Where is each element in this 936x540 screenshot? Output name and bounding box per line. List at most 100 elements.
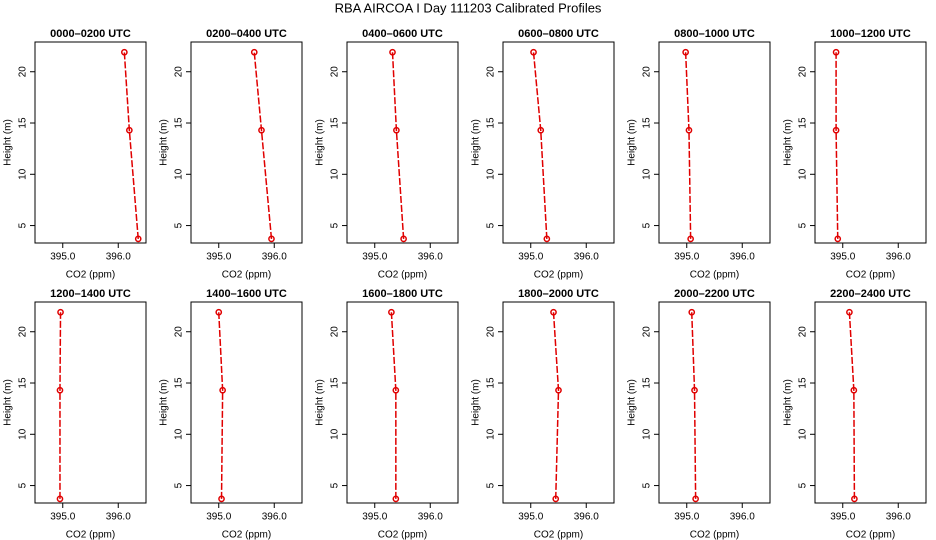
profile-line [835,52,839,239]
panel-title: 1000–1200 UTC [830,28,911,40]
point [126,126,133,134]
x-tick-label: 396.0 [886,512,911,523]
y-tick-label: 10 [642,428,653,440]
x-tick-label: 396.0 [886,252,911,263]
y-tick-label: 5 [642,482,653,488]
plot-frame [190,41,303,244]
y-tick-label: 10 [174,168,185,180]
y-tick-label: 10 [642,168,653,180]
y-axis-label: Height (m) [159,119,170,166]
x-axis-label: CO2 (ppm) [222,270,271,281]
y-tick-label: 10 [486,428,497,440]
point [832,48,840,56]
y-tick-label: 5 [486,482,497,488]
y-tick-label: 5 [798,482,809,488]
y-tick-label: 10 [798,168,809,180]
x-axis-label: CO2 (ppm) [66,270,115,281]
plot-frame [346,41,459,244]
profile-line [684,52,692,239]
y-tick-label: 20 [486,66,497,78]
point [691,386,698,394]
point [57,308,64,316]
profile-line [552,312,560,499]
point [552,495,560,503]
y-tick-label: 10 [330,168,341,180]
y-tick-label: 20 [642,66,653,78]
x-tick-label: 396.0 [730,512,755,523]
y-axis-label: Height (m) [627,379,638,426]
panel-title: 2200–2400 UTC [830,288,911,300]
point [688,308,696,316]
x-tick-label: 396.0 [106,512,131,523]
y-tick-label: 20 [174,326,185,338]
y-axis-label: Height (m) [315,119,326,166]
x-axis-label: CO2 (ppm) [690,270,739,281]
x-tick-label: 395.0 [362,252,387,263]
x-tick-label: 395.0 [674,512,699,523]
plot-frame [502,301,615,504]
point [687,235,694,243]
y-tick-label: 10 [330,428,341,440]
profile-line [253,52,273,239]
y-axis-label: Height (m) [315,379,326,426]
point [219,386,226,394]
point [215,308,223,316]
x-tick-label: 395.0 [362,512,387,523]
panel-title: 1600–1800 UTC [362,288,443,300]
y-tick-label: 15 [174,117,185,129]
y-axis-label: Height (m) [159,379,170,426]
plot-frame [658,301,771,504]
y-tick-label: 10 [486,168,497,180]
panel-title: 0000–0200 UTC [50,28,131,40]
profile-line [690,312,697,499]
y-tick-label: 15 [486,117,497,129]
panel-title: 0600–0800 UTC [518,28,599,40]
point [56,386,64,394]
x-tick-label: 396.0 [106,252,131,263]
y-tick-label: 20 [798,66,809,78]
profile-line [218,312,224,499]
plot-frame [190,301,303,504]
point [250,48,258,56]
plot-frame [34,41,147,244]
y-tick-label: 20 [798,326,809,338]
x-axis-label: CO2 (ppm) [222,530,271,540]
y-tick-label: 15 [642,117,653,129]
y-tick-label: 15 [174,377,185,389]
y-tick-label: 5 [174,222,185,228]
point [218,495,225,503]
x-tick-label: 395.0 [50,512,75,523]
y-tick-label: 5 [642,222,653,228]
y-tick-label: 5 [174,482,185,488]
y-tick-label: 15 [330,117,341,129]
plot-frame [814,301,927,504]
panel-title: 2000–2200 UTC [674,288,755,300]
x-axis-label: CO2 (ppm) [846,530,895,540]
panel-title: 1800–2000 UTC [518,288,599,300]
x-tick-label: 395.0 [674,252,699,263]
profile-line [532,52,548,239]
x-axis-label: CO2 (ppm) [66,530,115,540]
point [850,386,858,394]
y-tick-label: 15 [642,377,653,389]
x-tick-label: 395.0 [206,512,231,523]
plot-frame [658,41,771,244]
y-tick-label: 5 [18,482,29,488]
profile-line [390,312,397,499]
x-tick-label: 396.0 [730,252,755,263]
y-tick-label: 15 [18,377,29,389]
y-tick-label: 20 [18,66,29,78]
point [392,386,400,394]
y-tick-label: 15 [18,117,29,129]
x-tick-label: 395.0 [518,252,543,263]
y-axis-label: Height (m) [783,379,794,426]
point [550,308,557,316]
x-tick-label: 395.0 [50,252,75,263]
panel-title: 1400–1600 UTC [206,288,287,300]
x-tick-label: 395.0 [206,252,231,263]
y-tick-label: 15 [486,377,497,389]
x-axis-label: CO2 (ppm) [378,270,427,281]
y-axis-label: Height (m) [3,379,14,426]
